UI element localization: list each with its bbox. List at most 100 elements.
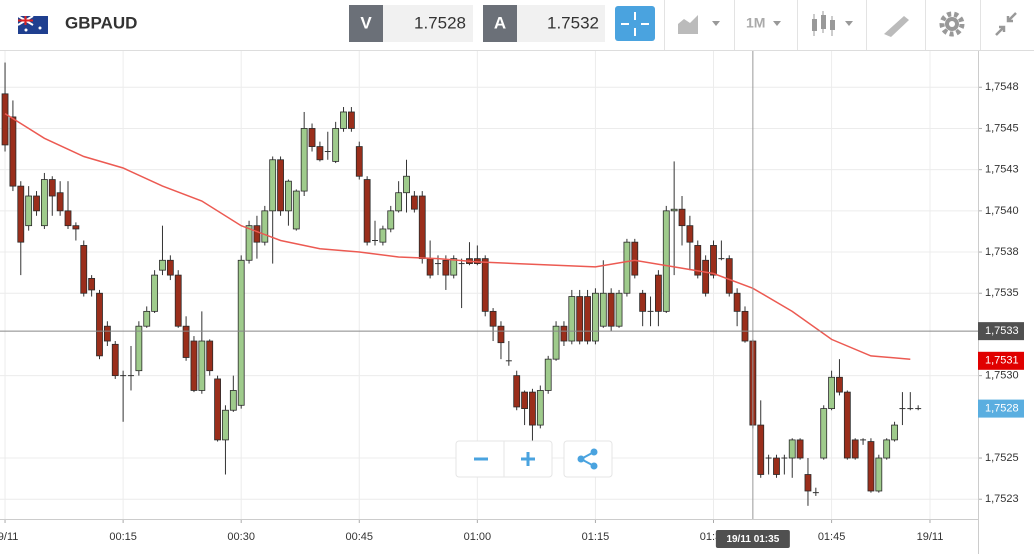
candle-body (710, 245, 717, 276)
candle-body (190, 340, 198, 391)
timeframe[interactable]: 1M (746, 15, 765, 31)
price-badge (978, 399, 1024, 418)
candle-body (631, 241, 639, 276)
candle-body (843, 391, 851, 459)
candle-body (269, 159, 277, 212)
candle-body (222, 409, 229, 441)
candle-body (788, 439, 796, 459)
y-tick-label: 1,7545 (985, 122, 1019, 134)
candle-body (615, 292, 623, 327)
price-badge (978, 351, 1024, 370)
candle-body (143, 310, 151, 327)
collapse-button[interactable] (995, 12, 1017, 36)
crosshair-x-label: 19/11 01:35 (726, 534, 779, 545)
candle-body (576, 296, 584, 342)
candle-body (804, 474, 812, 492)
candle-body (72, 225, 80, 230)
crosshair-button[interactable] (615, 6, 655, 41)
candle-body (25, 195, 33, 227)
x-tick-label: 00:45 (346, 531, 374, 543)
candle-body (245, 225, 253, 261)
x-tick-label: 19/11 (917, 531, 944, 543)
candle-body (513, 375, 521, 408)
candle-body (403, 175, 410, 194)
candle-body (757, 424, 765, 475)
candle-body (725, 258, 733, 294)
candle-body (151, 274, 159, 312)
candle-body (159, 259, 166, 271)
candle-body (103, 325, 111, 342)
candle-body (497, 325, 505, 344)
candle-body (828, 376, 835, 409)
y-tick-label: 1,7525 (985, 452, 1019, 464)
candle-body (592, 292, 599, 342)
y-tick-label: 1,7535 (985, 287, 1019, 299)
candle-body (568, 296, 576, 342)
candle-body (702, 259, 710, 294)
candle-body (655, 274, 662, 312)
x-tick-label: 01:15 (582, 531, 610, 543)
candle-body (607, 292, 615, 327)
crosshair-y-badge (978, 322, 1024, 341)
candle-body (340, 111, 347, 129)
settings-button[interactable] (939, 11, 965, 37)
candle-body (198, 340, 206, 391)
bid-field[interactable] (383, 5, 473, 42)
candle-body (584, 296, 591, 342)
candle-body (875, 457, 883, 492)
candle-body (694, 245, 702, 276)
candle-body (820, 408, 828, 459)
candle-body (300, 128, 308, 192)
candle-body (347, 111, 355, 129)
candle-body (214, 378, 221, 441)
candle-body (111, 343, 119, 377)
candle-body (670, 208, 678, 212)
candle-body (395, 192, 403, 212)
candle-body (182, 325, 190, 358)
candle-body (733, 292, 741, 312)
ask-field[interactable] (517, 5, 605, 42)
candle-body (80, 245, 88, 294)
chart-type-button[interactable] (678, 15, 720, 34)
candle-body (552, 325, 560, 360)
candle-type-button[interactable] (812, 11, 853, 36)
timeframe-caret (773, 21, 781, 26)
candle-body (285, 180, 292, 212)
ask-price: 1.7532 (547, 13, 599, 32)
bid-price: 1.7528 (414, 13, 466, 32)
candle-body (96, 292, 103, 357)
y-tick-label: 1,7548 (985, 81, 1019, 93)
candle-body (17, 185, 25, 243)
zoom-controls (455, 440, 613, 478)
flag-icon (17, 15, 48, 34)
y-tick-label: 1,7543 (985, 164, 1019, 176)
ask-badge[interactable] (483, 5, 517, 42)
candle-body (40, 179, 48, 227)
bid-badge[interactable] (349, 5, 383, 42)
ask-label: A (494, 13, 506, 32)
candle-body (237, 259, 245, 406)
candle-body (489, 310, 497, 327)
candle-body (33, 195, 40, 212)
draw-button[interactable] (884, 16, 909, 37)
candle-body (9, 116, 17, 187)
candle-body (410, 195, 418, 210)
candle-body (481, 258, 489, 312)
candle-body (355, 146, 363, 177)
candle-body (544, 358, 552, 391)
y-tick-label: 1,7538 (985, 246, 1019, 258)
candle-body (796, 439, 804, 459)
candle-body (536, 390, 544, 426)
candle-body (48, 179, 56, 197)
candle-body (686, 225, 694, 243)
share-button[interactable] (563, 440, 613, 478)
candle-body (253, 225, 261, 243)
zoom-in[interactable] (521, 452, 535, 466)
x-tick-label: 01:00 (464, 531, 492, 543)
symbol: GBPAUD (65, 13, 137, 32)
candle-body (836, 376, 843, 393)
candle-body (135, 325, 143, 372)
candle-body (206, 340, 214, 372)
